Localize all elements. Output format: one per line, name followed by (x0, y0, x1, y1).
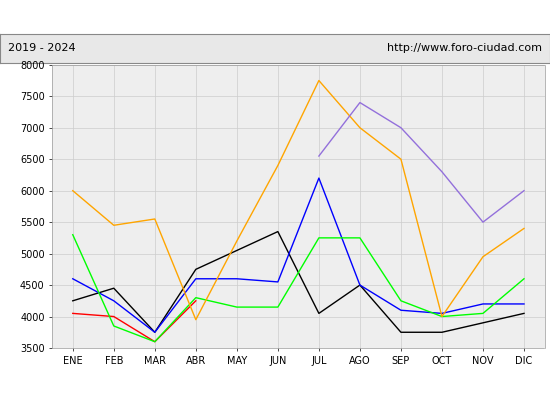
Text: 2019 - 2024: 2019 - 2024 (8, 43, 76, 53)
Text: Evolucion Nº Turistas Nacionales en el municipio de Vedra: Evolucion Nº Turistas Nacionales en el m… (81, 10, 469, 24)
Text: http://www.foro-ciudad.com: http://www.foro-ciudad.com (387, 43, 542, 53)
